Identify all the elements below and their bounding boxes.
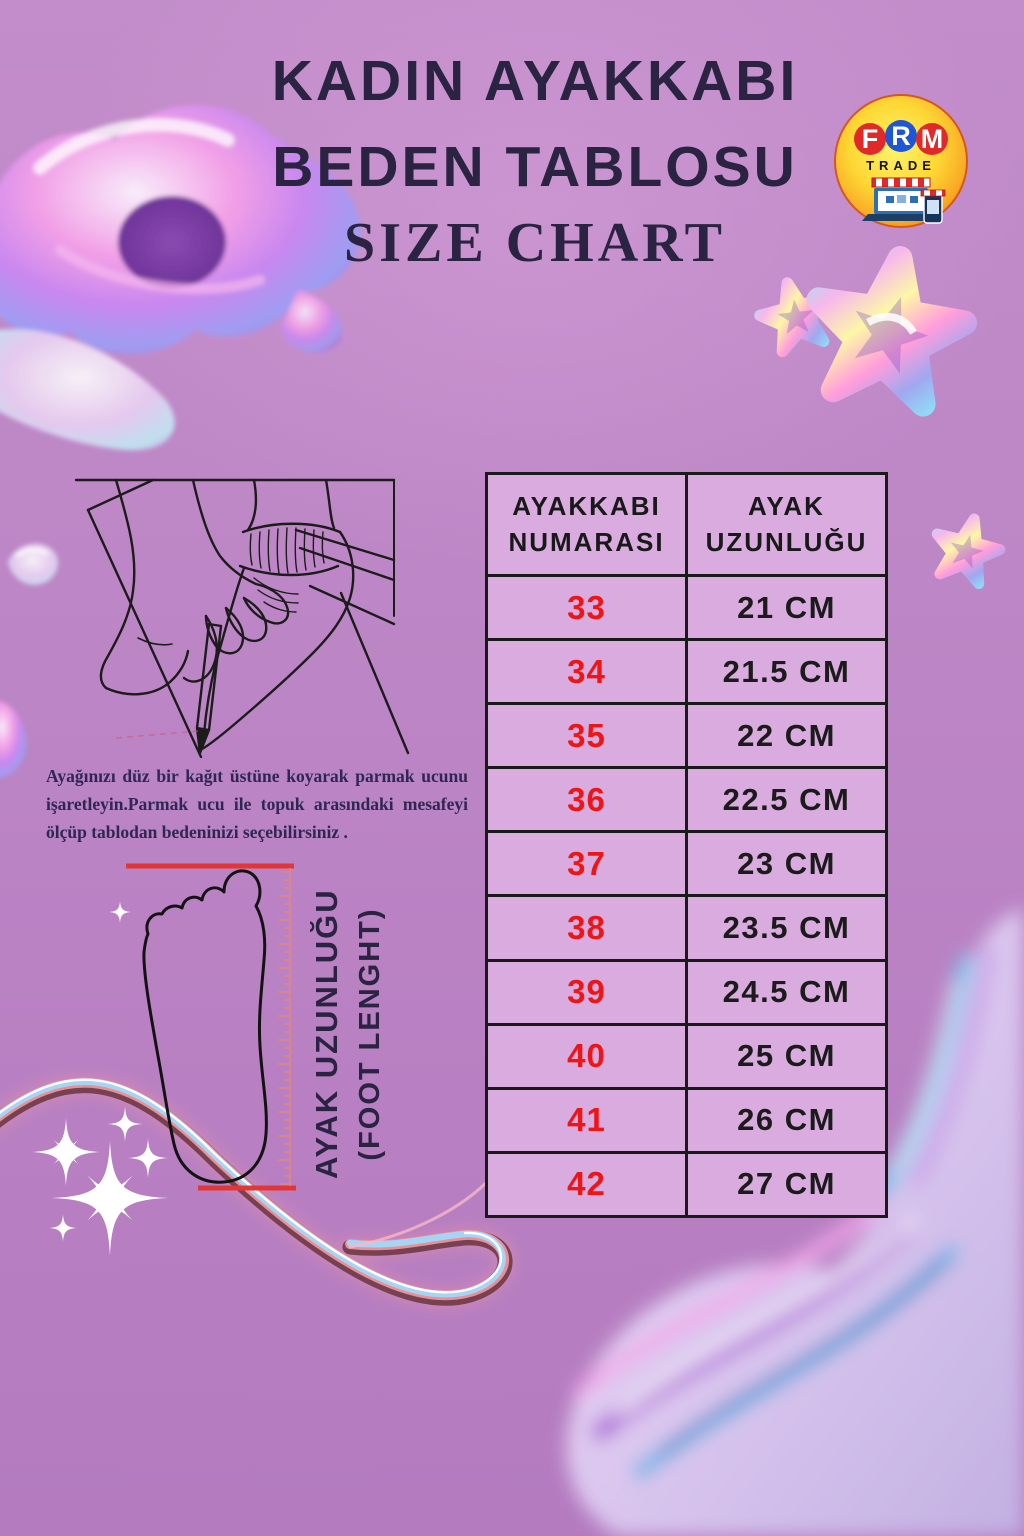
- foot-length-label-en: (FOOT LENGHT): [354, 907, 386, 1161]
- foot-length-value: 21.5 CM: [685, 638, 888, 706]
- svg-text:R: R: [891, 121, 911, 151]
- foot-length-label: AYAK UZUNLUĞU (FOOT LENGHT): [305, 888, 391, 1179]
- title-subtitle: SIZE CHART: [344, 212, 726, 274]
- table-row: 34 21.5 CM: [485, 638, 888, 706]
- table-row: 38 23.5 CM: [485, 894, 888, 962]
- table-row: 35 22 CM: [485, 702, 888, 770]
- shoe-size-value: 33: [485, 573, 688, 642]
- holo-star-icon: [931, 513, 1006, 589]
- foot-length-value: 23 CM: [685, 830, 888, 898]
- size-table-header-row: AYAKKABI NUMARASI AYAK UZUNLUĞU: [485, 472, 888, 577]
- shoe-size-value: 35: [485, 702, 688, 770]
- svg-text:M: M: [921, 124, 944, 154]
- foot-sole-outline: [142, 869, 268, 1184]
- size-table: AYAKKABI NUMARASI AYAK UZUNLUĞU 33 21 CM…: [485, 472, 888, 1219]
- title-line-2: BEDEN TABLOSU: [272, 135, 798, 199]
- foot-length-value: 22.5 CM: [685, 766, 888, 834]
- holo-star-icon: [806, 246, 978, 417]
- foot-length-value: 26 CM: [685, 1086, 888, 1154]
- shoe-size-value: 41: [485, 1086, 688, 1154]
- table-row: 37 23 CM: [485, 830, 888, 898]
- col-header-shoe-size: AYAKKABI NUMARASI: [485, 472, 688, 577]
- hand-measuring-illustration: [74, 478, 410, 758]
- foot-length-value: 23.5 CM: [685, 894, 888, 962]
- storefront-icon: [862, 177, 946, 224]
- shoe-size-value: 36: [485, 766, 688, 834]
- svg-text:F: F: [862, 124, 879, 154]
- foot-length-value: 22 CM: [685, 702, 888, 770]
- table-row: 42 27 CM: [485, 1150, 888, 1219]
- table-row: 39 24.5 CM: [485, 958, 888, 1026]
- col-header-foot-length: AYAK UZUNLUĞU: [685, 472, 888, 577]
- table-row: 33 21 CM: [485, 573, 888, 642]
- shoe-size-value: 42: [485, 1150, 688, 1219]
- shoe-size-value: 37: [485, 830, 688, 898]
- title-line-1: KADIN AYAKKABI: [271, 49, 799, 113]
- ruler-icon: [278, 868, 291, 1186]
- table-row: 36 22.5 CM: [485, 766, 888, 834]
- brand-logo: F R M TRADE: [834, 94, 968, 228]
- holo-star-icon: [754, 277, 833, 358]
- foot-length-value: 27 CM: [685, 1150, 888, 1219]
- page-title: KADIN AYAKKABI BEDEN TABLOSU SIZE CHART: [255, 38, 815, 276]
- shoe-size-value: 39: [485, 958, 688, 1026]
- shoe-size-value: 34: [485, 638, 688, 706]
- shoe-size-value: 38: [485, 894, 688, 962]
- foot-length-label-tr: AYAK UZUNLUĞU: [309, 888, 344, 1179]
- holo-droplet-icon: [0, 543, 58, 778]
- foot-outline-diagram: [126, 863, 296, 1191]
- measuring-instructions: Ayağınızı düz bir kağıt üstüne koyarak p…: [46, 765, 468, 843]
- foot-length-value: 25 CM: [685, 1022, 888, 1090]
- table-row: 41 26 CM: [485, 1086, 888, 1154]
- logo-trade-label: TRADE: [866, 158, 936, 173]
- table-row: 40 25 CM: [485, 1022, 888, 1090]
- foot-length-value: 24.5 CM: [685, 958, 888, 1026]
- foot-length-value: 21 CM: [685, 573, 888, 642]
- shoe-size-value: 40: [485, 1022, 688, 1090]
- logo-letters: F R M TRADE: [854, 120, 948, 173]
